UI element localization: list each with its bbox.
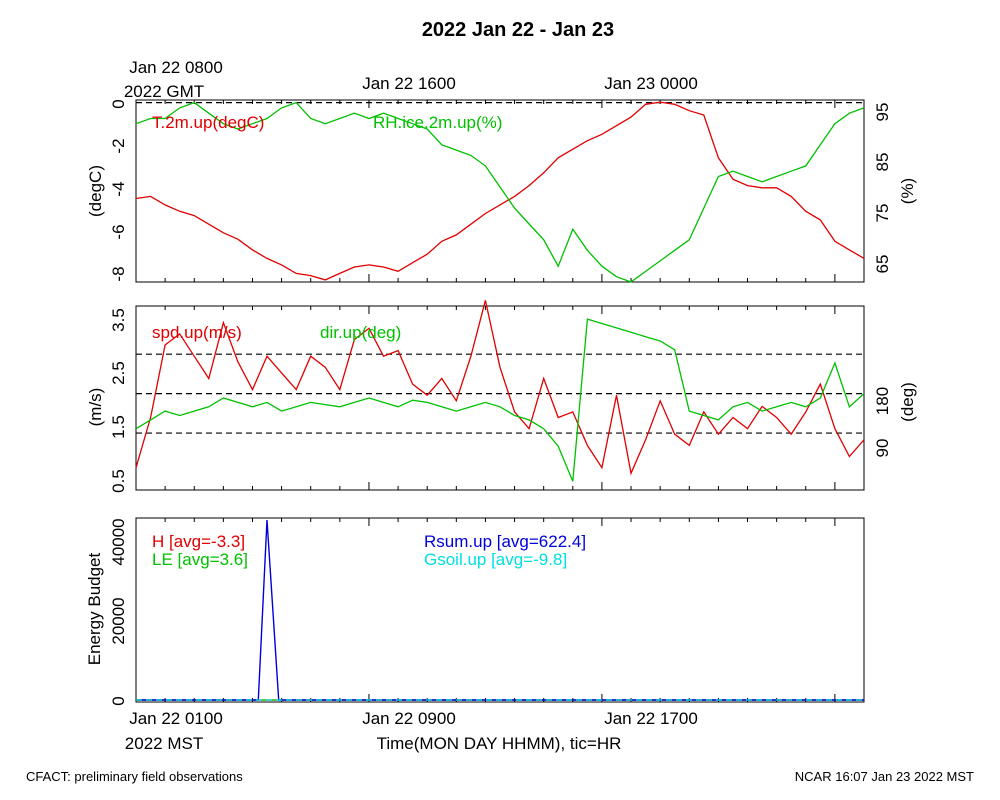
panel1-left-axis-label: (degC) [86,165,105,217]
panel1-frame [135,99,865,283]
panel3-frame [135,517,865,703]
panel1-left-tick-0: 0 [109,99,128,108]
panel1-left-tick-1: -2 [109,138,128,153]
bottom-axis-label-0: Jan 22 0100 [129,709,223,728]
panel3-left-tick-2: 0 [109,696,128,705]
panel3-left-axis-label: Energy Budget [85,552,104,665]
top-axis-label-0: Jan 22 0800 [129,58,223,77]
panel1-left-tick-3: -6 [109,224,128,239]
panel-temperature-humidity: T.2m.up(degC) RH.ice.2m.up(%) 0 -2 -4 -6… [86,99,917,283]
panel2-right-tick-0: 180 [873,387,892,415]
series-humidity-line [135,101,865,283]
panel2-left-tick-1: 2.5 [109,361,128,385]
legend-sensible-heat: H [avg=-3.3] [152,532,245,551]
series-wind-direction-line [135,318,865,482]
legend-temperature: T.2m.up(degC) [152,113,264,132]
panel2-left-tick-0: 3.5 [109,308,128,332]
series-wind-speed-line [135,300,865,476]
panel3-left-tick-1: 20000 [109,597,128,644]
panel1-right-axis-label: (%) [898,178,917,204]
bottom-axis-label-1: Jan 22 0900 [362,709,456,728]
panel2-right-tick-1: 90 [873,439,892,458]
top-axis-label-2: Jan 23 0000 [604,74,698,93]
panel1-right-tick-1: 85 [873,153,892,172]
panel2-frame [135,305,865,491]
bottom-axis-label-2: Jan 22 1700 [604,709,698,728]
panel2-left-tick-2: 1.5 [109,415,128,439]
x-axis-title: Time(MON DAY HHMM), tic=HR [377,734,622,753]
legend-humidity: RH.ice.2m.up(%) [373,113,502,132]
panel1-left-tick-4: -8 [109,266,128,281]
bottom-axis-year-label: 2022 MST [125,734,203,753]
figure-title: 2022 Jan 22 - Jan 23 [422,19,614,41]
legend-wind-direction: dir.up(deg) [320,323,401,342]
legend-wind-speed: spd.up(m/s) [152,323,242,342]
panel1-left-tick-2: -4 [109,181,128,196]
panel1-right-tick-3: 65 [873,255,892,274]
panel3-left-tick-0: 40000 [109,518,128,565]
series-temperature-line [135,101,865,281]
top-axis-year-label: 2022 GMT [124,82,204,101]
panel1-right-tick-0: 95 [873,103,892,122]
legend-soil-heat: Gsoil.up [avg=-9.8] [424,550,567,569]
panel2-left-axis-label: (m/s) [86,388,105,427]
top-axis-label-1: Jan 22 1600 [362,74,456,93]
panel1-right-tick-2: 75 [873,204,892,223]
panel2-right-axis-label: (deg) [898,382,917,422]
legend-radiation-sum: Rsum.up [avg=622.4] [424,532,586,551]
panel2-left-tick-3: 0.5 [109,469,128,493]
panel2-reference-lines [136,353,864,434]
footer-left-note: CFACT: preliminary field observations [26,769,243,784]
panel-energy-budget: H [avg=-3.3] LE [avg=3.6] Rsum.up [avg=6… [85,517,865,706]
legend-latent-heat: LE [avg=3.6] [152,550,248,569]
panel2-ticks [135,306,865,490]
panel-wind: spd.up(m/s) dir.up(deg) 3.5 2.5 1.5 0.5 … [86,300,917,493]
footer-right-stamp: NCAR 16:07 Jan 23 2022 MST [795,769,974,784]
